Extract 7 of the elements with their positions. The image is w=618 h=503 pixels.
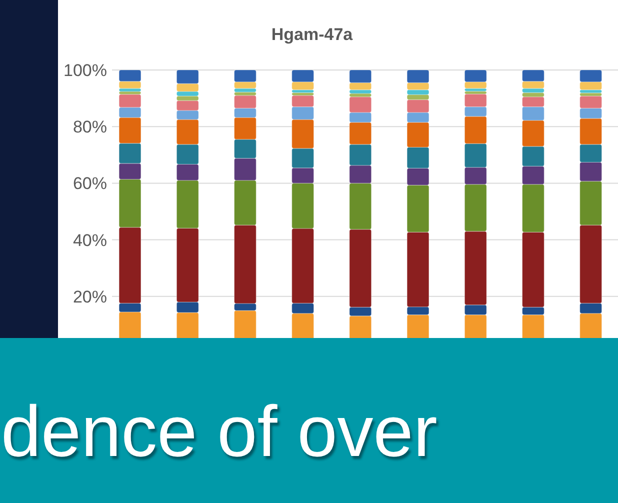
y-tick-label: 60% [72, 174, 107, 194]
y-tick-label: 40% [72, 230, 107, 250]
y-tick-label: 100% [64, 60, 107, 80]
y-tick-label: 20% [72, 287, 107, 306]
y-tick-label: 80% [72, 118, 107, 137]
chart-title: Hgam-47a [271, 25, 354, 44]
text: dence of over [1, 392, 438, 472]
